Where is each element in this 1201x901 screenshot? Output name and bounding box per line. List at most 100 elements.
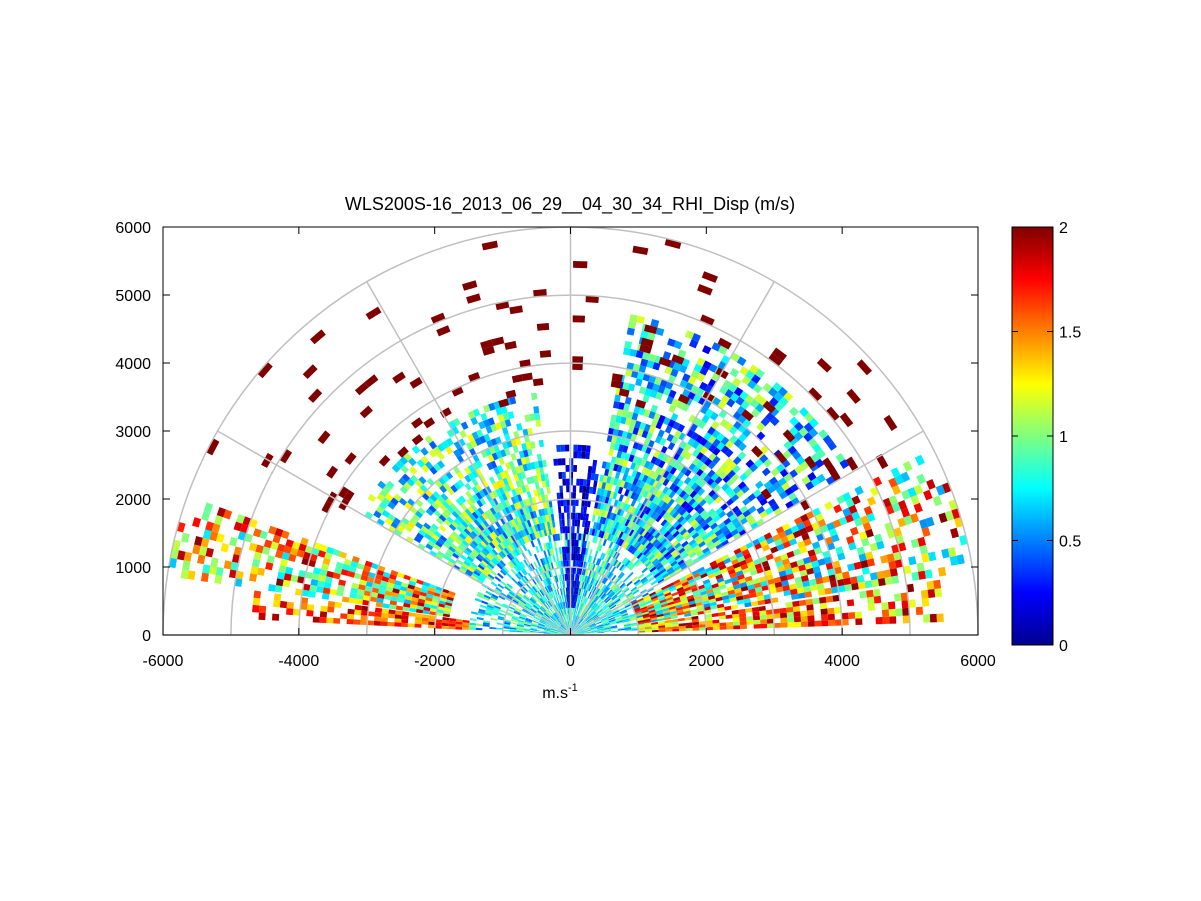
cell xyxy=(628,529,635,537)
cell xyxy=(667,582,675,588)
cell xyxy=(543,631,551,633)
cell xyxy=(602,561,607,568)
cell xyxy=(604,482,610,491)
cell xyxy=(614,471,621,479)
cell xyxy=(605,562,610,570)
cell xyxy=(380,621,388,626)
cell xyxy=(603,627,611,630)
cell xyxy=(563,633,571,635)
cell xyxy=(488,402,496,411)
cell xyxy=(936,613,944,623)
cell xyxy=(462,622,470,626)
cell xyxy=(737,481,747,490)
cell xyxy=(563,608,566,616)
cell xyxy=(541,480,547,488)
cell xyxy=(567,539,570,547)
cell xyxy=(613,478,619,486)
cell xyxy=(499,560,506,567)
cell xyxy=(699,624,707,628)
cell xyxy=(675,604,683,609)
cell xyxy=(429,608,438,613)
cell xyxy=(364,560,373,568)
cell xyxy=(649,566,657,573)
cell xyxy=(378,589,386,595)
cell xyxy=(561,512,565,520)
cell xyxy=(168,557,177,569)
cell xyxy=(602,577,608,584)
cell xyxy=(689,519,698,527)
cell xyxy=(650,456,658,465)
cell xyxy=(348,565,357,573)
cell xyxy=(669,610,677,615)
cell xyxy=(273,600,281,608)
cell xyxy=(729,554,738,562)
cell xyxy=(381,497,391,506)
cell xyxy=(596,608,603,614)
cell xyxy=(585,445,591,453)
cell xyxy=(766,537,775,545)
cell xyxy=(440,594,448,600)
cell xyxy=(353,572,362,580)
cell xyxy=(671,540,680,547)
cell xyxy=(484,536,492,544)
cell xyxy=(635,378,643,387)
cell xyxy=(488,533,496,541)
cell xyxy=(520,537,526,545)
cell xyxy=(697,517,705,525)
cell xyxy=(882,616,890,625)
cell xyxy=(616,522,622,531)
cell xyxy=(798,599,807,606)
cell xyxy=(215,566,224,576)
cell xyxy=(655,607,663,612)
cell xyxy=(585,534,590,542)
cell xyxy=(654,551,662,559)
cell xyxy=(431,598,440,604)
cell xyxy=(575,574,577,581)
cell xyxy=(452,552,460,560)
cell xyxy=(380,580,388,587)
cell xyxy=(448,626,456,630)
cell xyxy=(572,614,574,622)
cell xyxy=(484,556,491,563)
cell xyxy=(571,621,574,629)
cell xyxy=(759,576,767,583)
cell xyxy=(580,581,583,589)
cell xyxy=(550,631,558,633)
cell xyxy=(485,425,493,434)
cell xyxy=(626,520,633,528)
cell xyxy=(526,491,532,499)
cell xyxy=(864,580,873,589)
cell xyxy=(494,588,502,594)
cell xyxy=(546,486,551,495)
cell xyxy=(563,580,566,588)
cell xyxy=(694,575,702,582)
cell xyxy=(712,619,720,624)
cell xyxy=(731,609,739,615)
cell xyxy=(781,580,789,587)
cell xyxy=(572,622,576,629)
cell xyxy=(326,570,335,578)
cell xyxy=(493,605,501,610)
cell xyxy=(514,595,521,601)
cell xyxy=(581,603,585,611)
cell xyxy=(675,544,684,552)
cell xyxy=(581,623,588,628)
cell xyxy=(714,529,723,537)
cell xyxy=(622,445,629,453)
cell xyxy=(583,540,587,548)
cell xyxy=(621,409,629,418)
cell xyxy=(614,552,620,560)
cell xyxy=(692,557,700,564)
cell xyxy=(437,443,446,452)
cell xyxy=(720,445,730,454)
cell xyxy=(626,527,632,535)
cell xyxy=(557,632,564,634)
cell xyxy=(589,624,596,628)
cell xyxy=(530,563,535,570)
cell xyxy=(670,528,678,536)
cell xyxy=(592,459,598,467)
cell xyxy=(665,533,673,540)
cell xyxy=(873,533,883,543)
cell xyxy=(696,451,705,461)
cell xyxy=(894,474,904,485)
